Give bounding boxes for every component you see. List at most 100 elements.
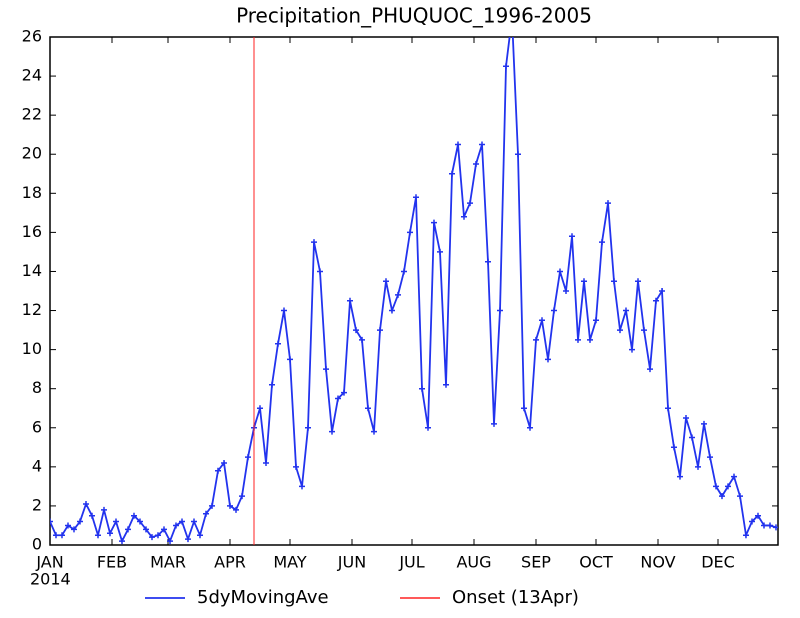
- point-marker: [335, 395, 341, 402]
- point-marker: [617, 327, 623, 334]
- point-marker: [731, 473, 737, 480]
- point-marker: [479, 141, 485, 148]
- point-marker: [317, 268, 323, 275]
- point-marker: [521, 405, 527, 412]
- point-marker: [161, 526, 167, 533]
- point-marker: [773, 524, 778, 531]
- point-marker: [743, 532, 749, 539]
- y-tick-label: 20: [22, 144, 42, 163]
- point-marker: [173, 522, 179, 529]
- point-marker: [125, 526, 131, 533]
- point-marker: [143, 526, 149, 533]
- point-marker: [377, 327, 383, 334]
- x-tick-label: SEP: [521, 553, 551, 572]
- point-marker: [341, 389, 347, 396]
- x-tick-label: NOV: [640, 553, 675, 572]
- point-marker: [269, 381, 275, 388]
- y-tick-label: 26: [22, 27, 42, 46]
- y-tick-label: 14: [22, 261, 42, 280]
- point-marker: [323, 366, 329, 373]
- point-marker: [263, 459, 269, 466]
- point-marker: [503, 63, 509, 70]
- point-marker: [557, 268, 563, 275]
- point-marker: [461, 213, 467, 220]
- point-marker: [569, 233, 575, 240]
- point-marker: [167, 538, 173, 545]
- point-marker: [221, 459, 227, 466]
- point-marker: [551, 307, 557, 314]
- point-marker: [101, 506, 107, 513]
- y-tick-label: 4: [32, 456, 42, 475]
- point-marker: [233, 506, 239, 513]
- point-marker: [647, 366, 653, 373]
- point-marker: [53, 532, 59, 539]
- y-tick-label: 2: [32, 495, 42, 514]
- x-tick-label: FEB: [97, 553, 127, 572]
- x-tick-label: AUG: [456, 553, 491, 572]
- point-marker: [83, 500, 89, 507]
- point-marker: [107, 530, 113, 537]
- point-marker: [353, 327, 359, 334]
- plot-frame: [49, 36, 779, 546]
- point-marker: [623, 307, 629, 314]
- point-marker: [449, 170, 455, 177]
- x-tick-label: OCT: [579, 553, 613, 572]
- x-tick-label: JUL: [398, 553, 424, 572]
- point-marker: [689, 434, 695, 441]
- point-marker: [683, 415, 689, 421]
- point-marker: [659, 288, 665, 294]
- y-tick-label: 24: [22, 66, 42, 85]
- point-marker: [347, 297, 353, 304]
- x-tick-label: JUN: [337, 553, 366, 572]
- y-tick-label: 12: [22, 300, 42, 319]
- y-tick-label: 18: [22, 183, 42, 202]
- point-marker: [515, 151, 521, 158]
- point-marker: [755, 512, 761, 519]
- point-marker: [389, 307, 395, 314]
- point-marker: [89, 512, 95, 519]
- series-line: [50, 37, 777, 544]
- point-marker: [401, 268, 407, 275]
- y-tick-label: 0: [32, 535, 42, 554]
- point-marker: [491, 420, 497, 427]
- point-marker: [137, 518, 143, 525]
- point-marker: [497, 307, 503, 314]
- point-marker: [593, 317, 599, 324]
- point-marker: [59, 532, 65, 539]
- point-marker: [587, 336, 593, 343]
- point-marker: [365, 405, 371, 412]
- point-marker: [359, 336, 365, 343]
- point-marker: [719, 493, 725, 500]
- point-marker: [65, 522, 71, 529]
- point-marker: [575, 336, 581, 343]
- point-marker: [299, 483, 305, 490]
- point-marker: [581, 278, 587, 285]
- point-marker: [293, 463, 299, 470]
- point-marker: [713, 483, 719, 490]
- point-marker: [695, 463, 701, 470]
- point-marker: [419, 385, 425, 392]
- point-marker: [197, 532, 203, 539]
- point-marker: [671, 444, 677, 451]
- point-marker: [179, 518, 185, 525]
- x-tick-label: JAN: [35, 553, 63, 572]
- point-marker: [737, 493, 743, 500]
- point-marker: [533, 336, 539, 343]
- point-marker: [209, 502, 215, 509]
- point-marker: [563, 288, 569, 294]
- point-marker: [527, 424, 533, 431]
- y-tick-label: 10: [22, 339, 42, 358]
- y-tick-label: 8: [32, 378, 42, 397]
- point-marker: [407, 229, 413, 236]
- point-marker: [71, 526, 77, 533]
- point-marker: [119, 538, 125, 545]
- point-marker: [113, 518, 119, 525]
- point-marker: [467, 200, 473, 207]
- point-marker: [725, 483, 731, 490]
- point-marker: [155, 532, 161, 539]
- point-marker: [383, 278, 389, 285]
- point-marker: [629, 346, 635, 353]
- point-marker: [425, 424, 431, 431]
- point-marker: [707, 454, 713, 461]
